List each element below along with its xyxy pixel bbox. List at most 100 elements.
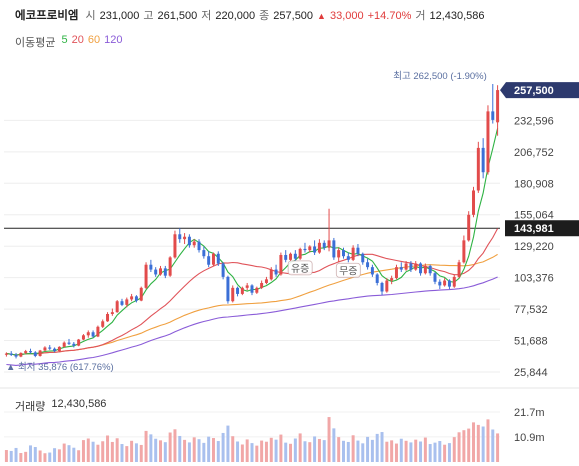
candle-body [168, 257, 172, 276]
y-tick-label: 103,376 [514, 273, 554, 285]
candle-body [96, 326, 100, 337]
volume-bar [481, 426, 485, 462]
volume-bar [101, 441, 105, 462]
volume-bar [298, 433, 302, 462]
volume-bar [86, 438, 90, 462]
volume-legend-value: 12,430,586 [51, 398, 107, 410]
candle-body [120, 301, 124, 305]
volume-bar [202, 442, 206, 462]
volume-bar [346, 441, 350, 462]
volume-bar [370, 439, 374, 462]
candle-body [289, 253, 293, 260]
volume-bar [19, 453, 23, 462]
volume-bar [81, 440, 85, 462]
volume-bar [48, 452, 52, 462]
volume-bar [317, 438, 321, 462]
open-value: 231,000 [99, 10, 140, 22]
volume-bar [399, 438, 403, 462]
volume-bar [154, 438, 158, 462]
candle-body [317, 242, 321, 253]
volume-bar [115, 438, 119, 462]
candle-body [346, 256, 350, 260]
volume-bar [327, 417, 331, 462]
candle-body [149, 264, 153, 270]
volume-bar [293, 438, 297, 462]
volume-bar [163, 442, 167, 462]
volume-bar [250, 443, 254, 462]
volume-bar [240, 444, 244, 462]
candle-body [496, 90, 500, 123]
stock-header: 에코프로비엠 시 231,000 고 261,500 저 220,000 종 2… [15, 7, 485, 23]
volume-bar [274, 439, 278, 462]
y-tick-label: 77,532 [514, 304, 548, 316]
candle-body [183, 236, 187, 240]
volume-bar [351, 435, 355, 462]
candle-body [404, 263, 408, 270]
candle-body [43, 347, 47, 351]
candle-body [462, 240, 466, 263]
high-marker-label: 최고 262,500 (-1.90%) [393, 71, 487, 82]
y-tick-label: 206,752 [514, 147, 554, 159]
candle-body [322, 242, 326, 248]
volume-bar [476, 424, 480, 462]
volume-bar [53, 448, 57, 462]
candle-body [173, 234, 177, 258]
candle-body [313, 246, 317, 253]
volume-bar [14, 447, 18, 462]
ma-legend-5[interactable]: 5 [61, 34, 68, 46]
candle-body [409, 263, 413, 270]
current-price-box [500, 82, 579, 99]
volume-bar [419, 441, 423, 462]
ma-legend-label: 이동평균 [15, 37, 56, 49]
candle-body [433, 273, 437, 282]
volume-bar [447, 443, 451, 462]
ma-legend-120[interactable]: 120 [104, 34, 123, 46]
volume-bar [120, 444, 124, 462]
volume-bar [433, 442, 437, 462]
candle-body [423, 265, 427, 274]
volume-bar [245, 439, 249, 462]
volume-bar [67, 445, 71, 462]
candle-body [245, 285, 249, 288]
volume-bar [361, 443, 365, 462]
candle-body [86, 332, 90, 336]
volume-bar [231, 436, 235, 462]
change-value: 33,000 [329, 10, 364, 22]
candle-body [390, 278, 394, 281]
candle-body [250, 285, 254, 293]
candle-body [438, 281, 442, 286]
volume-bar [4, 450, 8, 462]
volume-bar [110, 441, 114, 462]
candle-body [62, 342, 66, 347]
candle-body [130, 296, 134, 300]
ma-legend-20[interactable]: 20 [71, 34, 84, 46]
candle-body [110, 312, 114, 315]
volume-bar [149, 434, 153, 462]
y-tick-label: 232,596 [514, 115, 554, 127]
volume-bar [226, 425, 230, 462]
volume-bar [385, 441, 389, 462]
candle-body [144, 264, 148, 288]
candle-body [91, 332, 95, 337]
candle-body [380, 282, 384, 292]
candle-body [274, 269, 278, 275]
candle-body [236, 287, 240, 294]
candle-body [57, 346, 61, 352]
volume-bar [313, 436, 317, 462]
volume-bar [452, 437, 456, 462]
y-tick-label: 129,220 [514, 241, 554, 253]
volume-tick-label: 10.9m [514, 432, 545, 444]
candle-body [19, 352, 23, 357]
volume-bar [260, 440, 264, 462]
candle-body [457, 262, 461, 277]
volume-bar [284, 442, 288, 462]
volume-bar [375, 433, 379, 462]
candle-body [134, 296, 138, 301]
ma-legend-60[interactable]: 60 [87, 34, 101, 46]
volume-bar [216, 441, 220, 462]
candle-body [72, 343, 76, 346]
candle-body [260, 282, 264, 288]
low-label: 저 [201, 10, 212, 22]
volume-bar [43, 453, 47, 462]
